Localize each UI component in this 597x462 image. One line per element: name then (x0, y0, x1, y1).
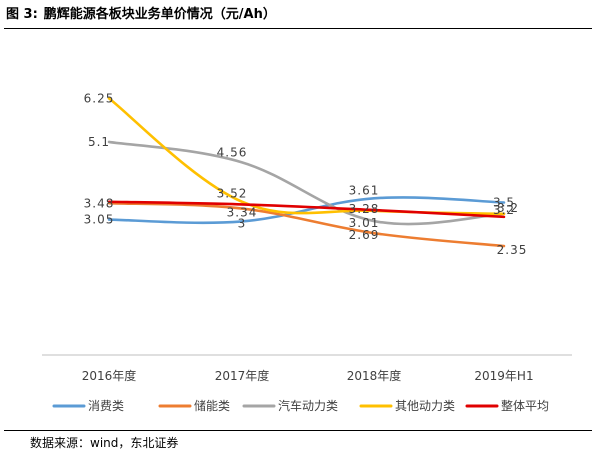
data-label: 3.61 (349, 183, 380, 197)
data-label: 3.2 (497, 201, 519, 215)
top-rule (4, 28, 592, 29)
series-line (107, 201, 506, 248)
legend-label: 消费类 (88, 399, 124, 413)
data-label: 6.25 (84, 91, 115, 105)
legend-label: 整体平均 (501, 398, 549, 413)
line-chart: 2016年度 2017年度 2018年度 2019年H1 3.05 3 3.61 3.5 3.4… (42, 91, 572, 413)
x-tick-label: 2016年度 (82, 368, 137, 383)
series-line (107, 200, 506, 219)
data-label: 3.48 (84, 196, 115, 210)
data-label: 2.69 (349, 228, 380, 242)
data-label: 3.2 (493, 203, 515, 217)
data-label: 3.01 (349, 216, 380, 230)
data-label: 3.52 (217, 187, 248, 201)
data-label: 3.28 (349, 202, 380, 216)
bottom-rule (4, 430, 592, 431)
legend-label: 储能类 (194, 398, 230, 413)
data-label: 3 (238, 216, 247, 230)
figure-title: 图 3: 鹏辉能源各板块业务单价情况（元/Ah） (6, 4, 276, 26)
series-line (107, 97, 506, 216)
source-note: 数据来源：wind，东北证券 (30, 436, 179, 450)
x-tick-label: 2018年度 (347, 368, 402, 383)
series-line (107, 140, 506, 226)
figure-title-text: 鹏辉能源各板块业务单价情况（元/Ah） (43, 7, 276, 22)
data-label: 3.34 (227, 206, 258, 220)
figure-label: 图 3: (6, 7, 38, 22)
legend-label: 汽车动力类 (278, 398, 338, 413)
data-label: 5.1 (88, 135, 110, 149)
legend-label: 其他动力类 (395, 399, 455, 413)
series-line (107, 196, 506, 225)
data-label: 3.5 (493, 196, 515, 210)
x-tick-label: 2017年度 (215, 368, 270, 383)
data-label: 3.05 (84, 213, 115, 227)
data-label: 2.35 (497, 243, 528, 257)
data-label: 4.56 (217, 145, 248, 159)
x-tick-label: 2019年H1 (474, 369, 533, 383)
